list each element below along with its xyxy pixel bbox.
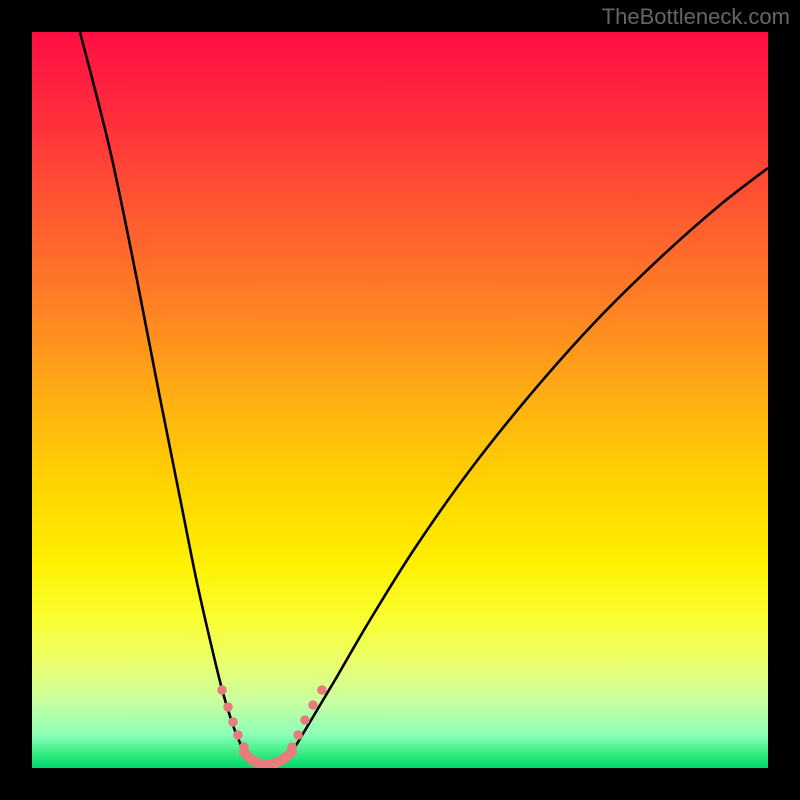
highlight-dot bbox=[287, 742, 297, 752]
highlight-dot bbox=[247, 755, 257, 765]
highlight-dot bbox=[277, 755, 287, 765]
highlight-dot bbox=[300, 715, 310, 725]
highlight-dot bbox=[223, 702, 233, 712]
chart-root: TheBottleneck.com bbox=[0, 0, 800, 800]
highlight-dot bbox=[267, 759, 277, 769]
gradient-background bbox=[32, 32, 768, 768]
highlight-dot bbox=[217, 685, 227, 695]
highlight-dot bbox=[239, 747, 249, 757]
highlight-dot bbox=[293, 730, 303, 740]
bottleneck-chart bbox=[0, 0, 800, 800]
highlight-dot bbox=[317, 685, 327, 695]
highlight-dot bbox=[308, 700, 318, 710]
highlight-dot bbox=[228, 717, 238, 727]
highlight-dot bbox=[233, 730, 243, 740]
watermark-text: TheBottleneck.com bbox=[602, 4, 790, 30]
highlight-dot bbox=[257, 759, 267, 769]
